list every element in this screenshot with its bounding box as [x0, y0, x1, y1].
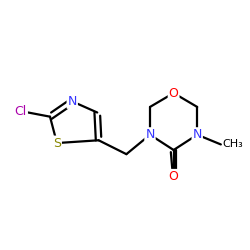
Text: O: O	[169, 86, 178, 100]
Text: S: S	[53, 136, 61, 149]
Text: N: N	[145, 128, 155, 141]
Text: N: N	[68, 95, 77, 108]
Text: Cl: Cl	[15, 104, 27, 118]
Text: O: O	[169, 170, 178, 183]
Text: N: N	[192, 128, 202, 141]
Text: CH₃: CH₃	[222, 140, 243, 149]
